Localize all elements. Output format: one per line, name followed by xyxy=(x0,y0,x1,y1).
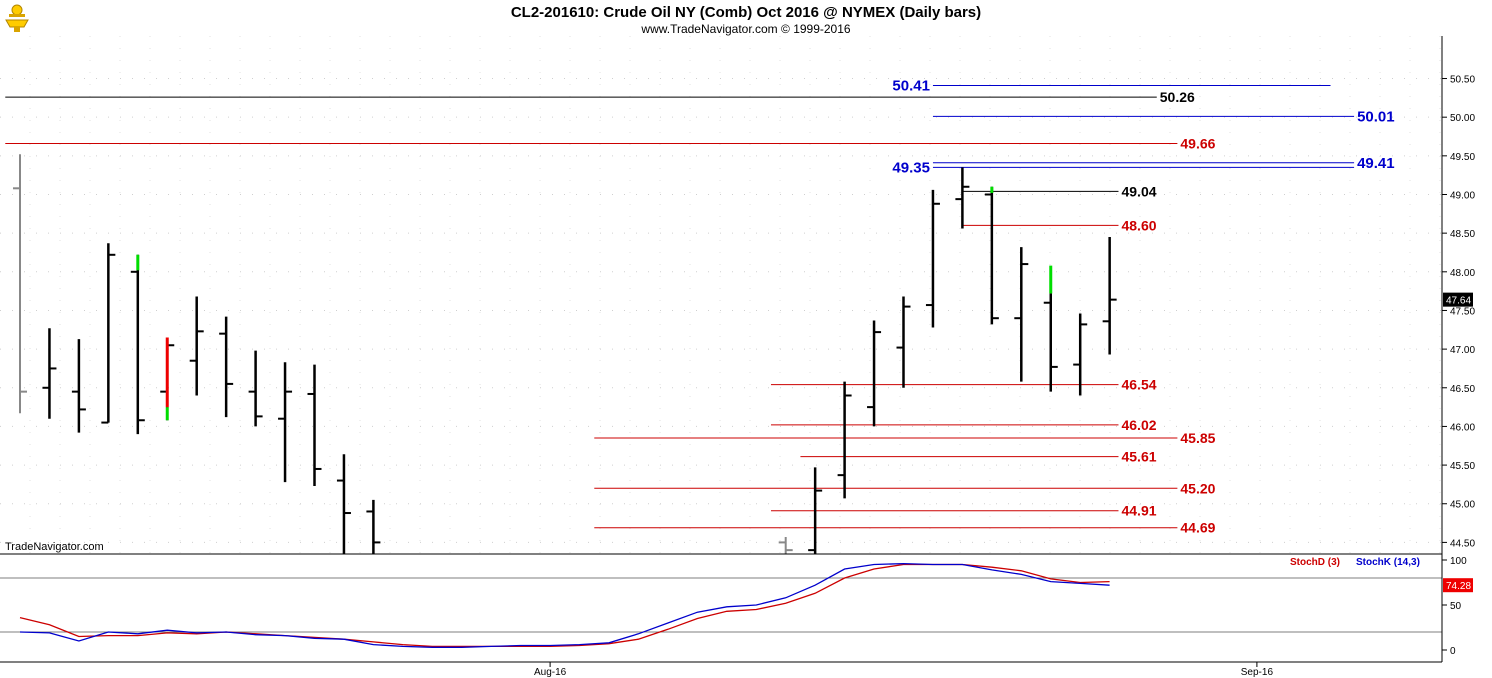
level-label: 50.01 xyxy=(1357,108,1395,125)
level-label: 45.85 xyxy=(1180,430,1215,446)
stochastic-grid xyxy=(0,577,1442,633)
price-axis: 50.50 50.00 49.50 49.00 48.50 48.00 47.50 47.00… xyxy=(1442,75,1475,549)
level-label: 45.20 xyxy=(1180,480,1215,496)
stoch-d-line xyxy=(19,563,1110,648)
stoch-k-label: StochK (14,3) xyxy=(1356,557,1420,568)
price-tick-label: 45.00 xyxy=(1450,500,1475,511)
price-tick-label: 47.00 xyxy=(1450,345,1475,356)
stoch-last-label: 74.28 xyxy=(1446,581,1471,592)
chart-title: CL2-201610: Crude Oil NY (Comb) Oct 2016… xyxy=(511,4,981,21)
time-axis: Aug-16 Sep-16 xyxy=(534,662,1273,678)
logo xyxy=(5,4,29,32)
price-tick-label: 49.00 xyxy=(1450,190,1475,201)
price-tick-label: 48.00 xyxy=(1450,268,1475,279)
level-label: 49.41 xyxy=(1357,155,1395,172)
stoch-tick-label: 100 xyxy=(1450,556,1467,567)
trophy-icon xyxy=(5,4,29,32)
watermark: TradeNavigator.com xyxy=(5,541,104,553)
time-axis-label: Aug-16 xyxy=(534,667,567,678)
price-tick-label: 49.50 xyxy=(1450,152,1475,163)
price-panel: 50.41 50.26 50.01 49.66 49.41 49.35 49.04 48.60… xyxy=(0,36,1442,554)
price-tick-label: 44.50 xyxy=(1450,538,1475,549)
level-label: 49.66 xyxy=(1180,135,1215,151)
stoch-tick-label: 0 xyxy=(1450,646,1456,657)
last-price-tag xyxy=(1443,292,1473,307)
chart-subtitle: www.TradeNavigator.com © 1999-2016 xyxy=(640,22,850,36)
level-label: 50.26 xyxy=(1160,89,1195,105)
stoch-d-label: StochD (3) xyxy=(1290,557,1340,568)
price-grid xyxy=(0,36,1442,554)
stoch-tick-label: 50 xyxy=(1450,601,1462,612)
level-label: 45.61 xyxy=(1121,449,1156,465)
price-tick-label: 46.50 xyxy=(1450,384,1475,395)
stochastic-axis: 100 50 0 74.28 xyxy=(1442,556,1473,657)
level-label: 44.91 xyxy=(1121,503,1156,519)
price-levels: 50.41 50.26 50.01 49.66 49.41 49.35 49.04 48.60… xyxy=(5,77,1395,536)
level-label: 48.60 xyxy=(1121,217,1156,233)
level-label: 46.54 xyxy=(1121,377,1156,393)
level-label: 50.41 xyxy=(892,77,930,94)
price-tick-label: 50.00 xyxy=(1450,113,1475,124)
price-tick-label: 47.50 xyxy=(1450,306,1475,317)
stoch-last-tag xyxy=(1443,578,1473,593)
price-tick-label: 50.50 xyxy=(1450,75,1475,86)
stoch-k-line xyxy=(19,562,1110,648)
level-label: 49.35 xyxy=(892,159,930,176)
price-tick-label: 48.50 xyxy=(1450,229,1475,240)
level-label: 44.69 xyxy=(1180,520,1215,536)
price-tick-label: 45.50 xyxy=(1450,461,1475,472)
stochastic-panel: StochD (3) StochK (14,3) xyxy=(0,557,1442,648)
last-price-label: 47.64 xyxy=(1446,296,1471,307)
time-axis-label: Sep-16 xyxy=(1241,667,1274,678)
level-label: 46.02 xyxy=(1121,417,1156,433)
price-bars xyxy=(13,154,1117,554)
price-tick-label: 46.00 xyxy=(1450,422,1475,433)
stochastic-lines xyxy=(19,562,1110,648)
level-label: 49.04 xyxy=(1121,183,1156,199)
